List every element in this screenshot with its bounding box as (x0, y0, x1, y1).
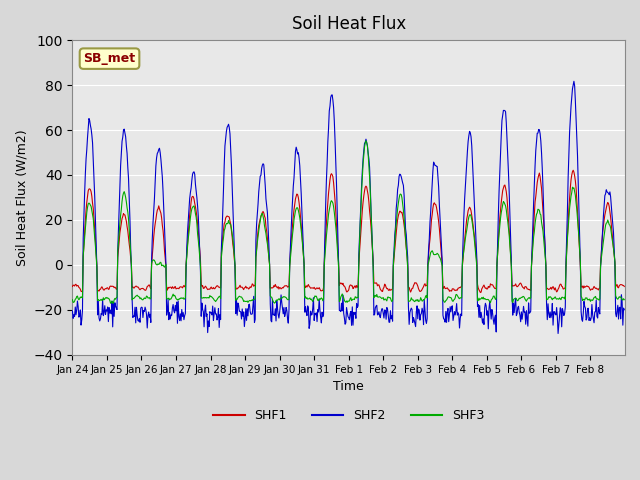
Text: SB_met: SB_met (83, 52, 136, 65)
Y-axis label: Soil Heat Flux (W/m2): Soil Heat Flux (W/m2) (15, 129, 28, 266)
Legend: SHF1, SHF2, SHF3: SHF1, SHF2, SHF3 (208, 404, 489, 427)
Title: Soil Heat Flux: Soil Heat Flux (292, 15, 406, 33)
X-axis label: Time: Time (333, 380, 364, 393)
